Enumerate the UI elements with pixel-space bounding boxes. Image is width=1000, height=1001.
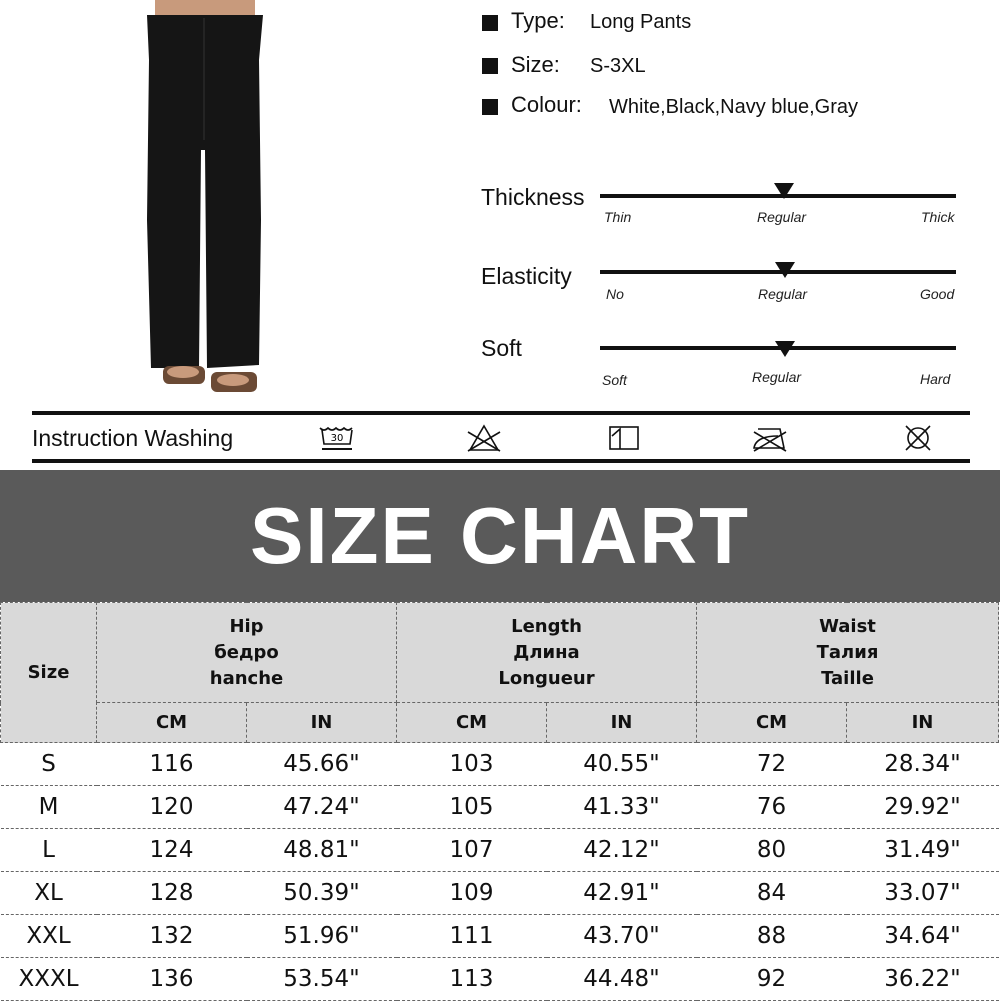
table-cell: 48.81" <box>246 828 397 872</box>
table-cell: 103 <box>396 742 547 786</box>
slider-min-label: Soft <box>602 372 627 388</box>
table-cell: 76 <box>696 785 847 829</box>
table-cell: 47.24" <box>246 785 397 829</box>
table-row: L 124 48.81" 107 42.12" 80 31.49" <box>0 828 999 872</box>
slider-mid-label: Regular <box>758 286 808 302</box>
no-iron-icon <box>753 428 787 452</box>
no-bleach-icon <box>467 424 501 452</box>
table-cell: 124 <box>96 828 247 872</box>
table-cell: 28.34" <box>846 742 999 786</box>
table-cell: 80 <box>696 828 847 872</box>
table-row: M 120 47.24" 105 41.33" 76 29.92" <box>0 785 999 829</box>
unit-in: IN <box>846 702 999 743</box>
spec-type-label: Type: <box>511 8 565 33</box>
size-chart-banner: SIZE CHART <box>0 470 1000 602</box>
table-cell: 41.33" <box>546 785 697 829</box>
slider-marker-icon <box>775 262 795 278</box>
slider-min-label: No <box>606 286 624 302</box>
table-cell: XXL <box>0 914 97 958</box>
unit-in: IN <box>246 702 397 743</box>
table-cell: L <box>0 828 97 872</box>
table-cell: 34.64" <box>846 914 999 958</box>
table-cell: 107 <box>396 828 547 872</box>
table-cell: 51.96" <box>246 914 397 958</box>
pants-product-image <box>147 0 263 392</box>
table-cell: 109 <box>396 871 547 915</box>
table-row: S 116 45.66" 103 40.55" 72 28.34" <box>0 742 999 786</box>
slider-max-label: Hard <box>920 371 951 387</box>
slider-label: Thickness <box>481 184 585 210</box>
table-cell: 88 <box>696 914 847 958</box>
table-cell: 44.48" <box>546 957 697 1001</box>
spec-size-label: Size: <box>511 52 560 77</box>
table-cell: 111 <box>396 914 547 958</box>
divider <box>32 411 970 415</box>
table-cell: S <box>0 742 97 786</box>
table-cell: 29.92" <box>846 785 999 829</box>
spec-colour-label: Colour: <box>511 92 582 117</box>
bullet-icon <box>482 99 498 115</box>
slider-max-label: Thick <box>921 209 955 225</box>
slider-mid-label: Regular <box>757 209 807 225</box>
table-cell: XL <box>0 871 97 915</box>
table-cell: 116 <box>96 742 247 786</box>
table-cell: 120 <box>96 785 247 829</box>
table-cell: 113 <box>396 957 547 1001</box>
slider-marker-icon <box>775 341 795 357</box>
table-cell: 53.54" <box>246 957 397 1001</box>
table-cell: 43.70" <box>546 914 697 958</box>
slider-mid-label: Regular <box>752 369 802 385</box>
slider-label: Elasticity <box>481 263 572 289</box>
slider-max-label: Good <box>920 286 955 302</box>
waist-header: Waist Талия Taille <box>696 602 999 703</box>
table-cell: 50.39" <box>246 871 397 915</box>
size-chart-table: Size Hip бедро hanche Length Длина Longueur … <box>0 602 999 1001</box>
divider <box>32 459 970 463</box>
table-cell: 105 <box>396 785 547 829</box>
table-row: XXXL 136 53.54" 113 44.48" 92 36.22" <box>0 957 999 1001</box>
table-cell: 136 <box>96 957 247 1001</box>
table-cell: 40.55" <box>546 742 697 786</box>
table-cell: 31.49" <box>846 828 999 872</box>
dry-flat-icon <box>609 426 639 450</box>
table-row: XXL 132 51.96" 111 43.70" 88 34.64" <box>0 914 999 958</box>
unit-cm: CM <box>96 702 247 743</box>
wash-30-icon: 30 <box>319 426 353 450</box>
spec-size-value: S-3XL <box>590 55 646 77</box>
table-cell: 132 <box>96 914 247 958</box>
wash-temp-label: 30 <box>331 433 344 444</box>
slider-label: Soft <box>481 335 522 361</box>
slider-marker-icon <box>774 183 794 199</box>
table-cell: 128 <box>96 871 247 915</box>
table-cell: 72 <box>696 742 847 786</box>
spec-type-value: Long Pants <box>590 11 692 33</box>
table-cell: 36.22" <box>846 957 999 1001</box>
no-tumble-dry-icon <box>905 425 931 451</box>
unit-in: IN <box>546 702 697 743</box>
bullet-icon <box>482 58 498 74</box>
table-cell: 33.07" <box>846 871 999 915</box>
washing-label: Instruction Washing <box>32 425 234 451</box>
unit-cm: CM <box>396 702 547 743</box>
table-cell: 92 <box>696 957 847 1001</box>
table-cell: XXXL <box>0 957 97 1001</box>
size-header: Size <box>0 602 97 743</box>
table-cell: 42.12" <box>546 828 697 872</box>
spec-colour-value: White,Black,Navy blue,Gray <box>609 96 858 118</box>
hip-header: Hip бедро hanche <box>96 602 397 703</box>
table-cell: M <box>0 785 97 829</box>
size-chart-title: SIZE CHART <box>250 491 750 580</box>
length-header: Length Длина Longueur <box>396 602 697 703</box>
table-cell: 84 <box>696 871 847 915</box>
table-cell: 42.91" <box>546 871 697 915</box>
table-row: XL 128 50.39" 109 42.91" 84 33.07" <box>0 871 999 915</box>
slider-min-label: Thin <box>604 209 632 225</box>
unit-cm: CM <box>696 702 847 743</box>
table-cell: 45.66" <box>246 742 397 786</box>
bullet-icon <box>482 15 498 31</box>
